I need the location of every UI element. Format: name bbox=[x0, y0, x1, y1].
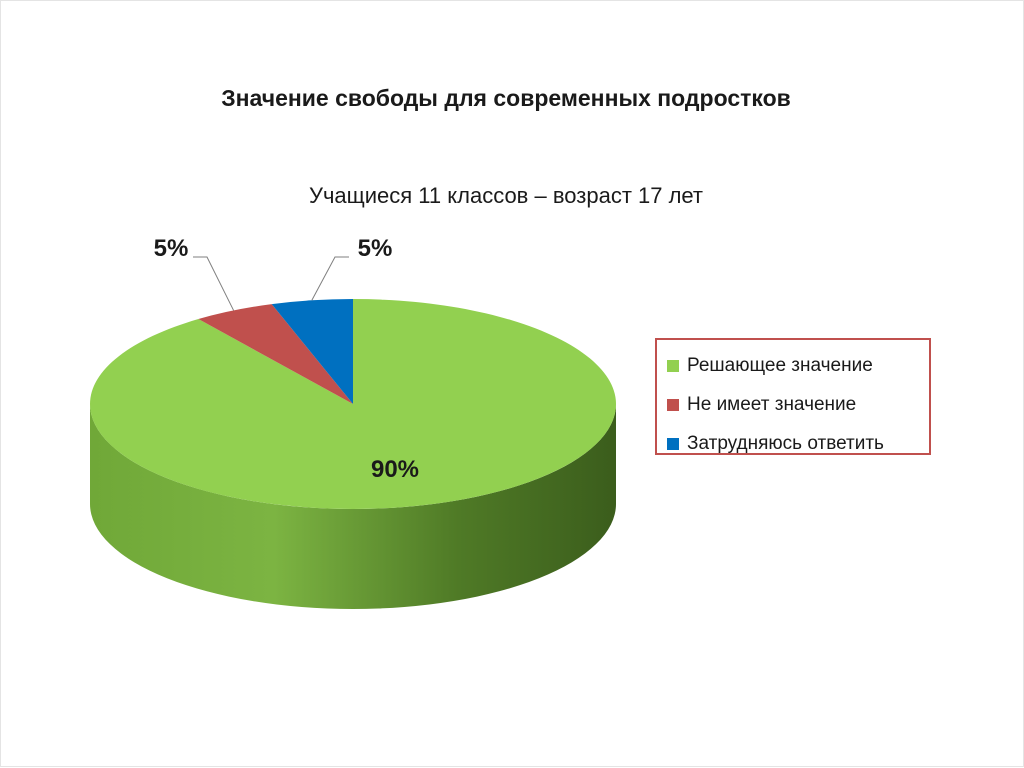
legend-item: Не имеет значение bbox=[657, 385, 929, 424]
legend-swatch bbox=[667, 359, 679, 372]
pie-leaders bbox=[193, 256, 349, 311]
legend-item: Затрудняюсь ответить bbox=[657, 424, 929, 463]
leader-line bbox=[193, 256, 235, 311]
legend-swatch bbox=[667, 437, 679, 450]
chart-title: Значение свободы для современных подрост… bbox=[221, 85, 791, 111]
pie-side bbox=[90, 404, 616, 609]
legend-label: Решающее значение bbox=[687, 354, 873, 376]
pie-labels: 90% 5% 5% bbox=[154, 235, 419, 483]
pie-side-wall bbox=[90, 404, 616, 609]
pie-top bbox=[89, 299, 617, 510]
pie-slice bbox=[89, 299, 617, 510]
data-label: 5% bbox=[154, 235, 189, 262]
chart-legend: Решающее значение Не имеет значение Затр… bbox=[655, 338, 931, 455]
leader-line bbox=[311, 256, 349, 301]
data-label: 5% bbox=[358, 235, 393, 262]
data-label: 90% bbox=[371, 456, 419, 483]
legend-label: Затрудняюсь ответить bbox=[687, 432, 884, 454]
legend-label: Не имеет значение bbox=[687, 393, 857, 415]
legend-swatch bbox=[667, 398, 679, 411]
pie-slice bbox=[198, 304, 353, 404]
legend-item: Решающее значение bbox=[657, 346, 929, 385]
chart-subtitle: Учащиеся 11 классов – возраст 17 лет bbox=[308, 183, 704, 208]
pie-slice bbox=[271, 299, 353, 404]
